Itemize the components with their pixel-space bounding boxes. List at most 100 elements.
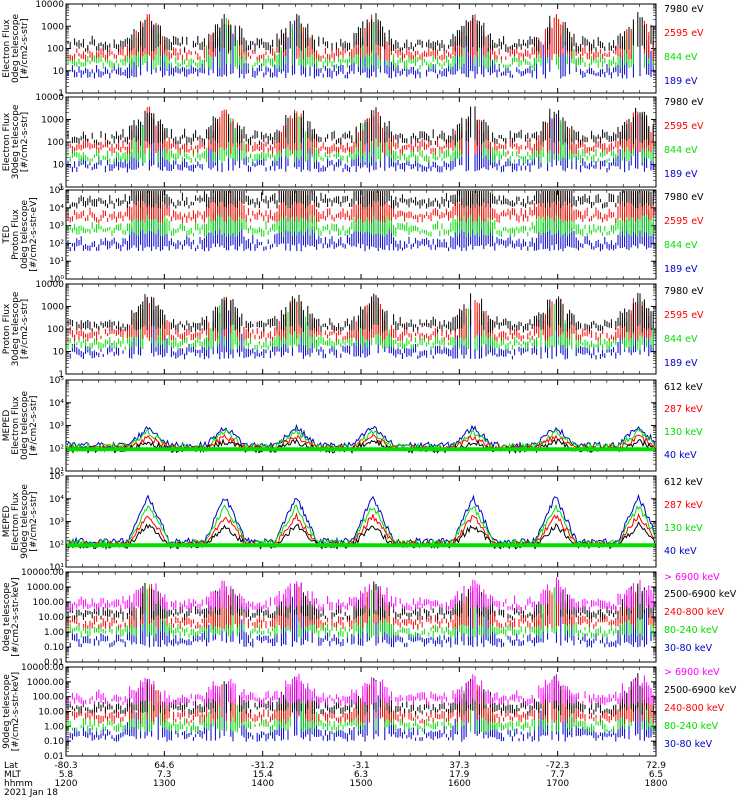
y-tick-label: 10²	[49, 540, 64, 550]
series-line	[67, 493, 655, 546]
y-tick-label: 10³	[49, 422, 64, 432]
legend-label: 40 keV	[664, 546, 697, 557]
y-tick-label: 1000	[41, 303, 64, 313]
series-line	[67, 504, 655, 548]
legend-label: 189 eV	[664, 76, 698, 87]
y-axis-label: 0deg telescope	[20, 200, 30, 270]
plot-frame	[65, 379, 657, 472]
series-line	[67, 521, 655, 551]
data-marks	[67, 191, 654, 252]
y-axis-label: 30deg telescope	[11, 104, 21, 179]
legend-label: 80-240 keV	[664, 625, 719, 636]
y-axis-label: [#/cm2-s-str]	[20, 299, 30, 359]
y-tick-label: 1.00	[44, 628, 64, 638]
legend-label: 7980 eV	[664, 286, 704, 297]
y-tick-label: 10000	[35, 280, 64, 290]
legend-label: 189 eV	[664, 169, 698, 180]
y-tick-label: 10⁴	[49, 204, 64, 214]
y-tick-label: 10⁵	[49, 472, 64, 482]
data-marks	[67, 292, 654, 360]
series-line	[67, 512, 655, 549]
legend-label: 844 eV	[664, 240, 698, 251]
chart-panel-7: 0.01 0.10 1.00 10.00 100.00 1000.00 10000.00 0d…	[2, 568, 737, 668]
legend-label: 7980 eV	[664, 192, 704, 203]
y-axis-label: 30deg telescope	[11, 291, 21, 366]
y-tick-label: 10⁰	[49, 275, 64, 285]
y-tick-label: 1	[58, 183, 64, 193]
chart-panel-1: 1 10 100 1000 10000 Electron Flux 0deg telesco…	[2, 0, 704, 99]
y-tick-label: 100	[47, 138, 64, 148]
y-tick-label: 10¹	[49, 467, 64, 477]
y-tick-label: 1000	[41, 116, 64, 126]
y-tick-label: 10000	[35, 93, 64, 103]
y-tick-label: 10	[53, 348, 65, 358]
chart-panel-2: 1 10 100 1000 10000 Electron Flux 30deg telesc…	[2, 93, 704, 193]
data-marks	[67, 12, 654, 79]
legend-label: 189 eV	[664, 358, 698, 369]
legend-label: 189 eV	[664, 264, 698, 275]
legend-label: 30-80 keV	[664, 643, 713, 654]
y-tick-label: 100.00	[33, 598, 65, 608]
chart-panel-6: 10¹ 10² 10³ 10⁴ 10⁵ MEPED Electron Flux 90deg t…	[2, 472, 703, 573]
y-axis-label: MEPED	[2, 506, 12, 538]
y-tick-label: 10²	[49, 444, 64, 454]
y-axis-label: Electron Flux	[2, 19, 12, 78]
y-tick-label: 10⁴	[49, 495, 64, 505]
y-axis-label: TED	[2, 225, 12, 244]
data-marks	[67, 493, 655, 551]
y-axis-label: 0deg telescope	[2, 582, 12, 652]
y-tick-label: 10³	[49, 518, 64, 528]
y-tick-label: 10	[53, 161, 65, 171]
y-tick-label: 10⁴	[49, 399, 64, 409]
legend-label: 844 eV	[664, 145, 698, 156]
y-axis-label: [#/cm2-s-str-keV]	[11, 577, 21, 656]
legend-label: 287 keV	[664, 500, 703, 511]
legend-label: 2595 eV	[664, 121, 704, 132]
y-axis-label: [#/cm2-s-str]	[20, 18, 30, 78]
legend-label: 2595 eV	[664, 28, 704, 39]
y-tick-label: 10¹	[49, 563, 64, 573]
y-axis-label: 0deg telescope	[11, 14, 21, 84]
legend-label: 844 eV	[664, 52, 698, 63]
chart-panel-5: 10¹ 10² 10³ 10⁴ 10⁵ MEPED Electron Flux 0deg te…	[2, 376, 703, 477]
y-tick-label: 10.00	[38, 613, 64, 623]
y-axis-label: 90deg telescope	[20, 484, 30, 559]
y-axis-label: Electron Flux	[2, 112, 12, 171]
y-tick-label: 10000.00	[21, 568, 64, 578]
chart-panel-3: 10⁰ 10¹ 10² 10³ 10⁴ 10⁵ TED Proton Flux 0deg tel…	[2, 186, 704, 285]
y-tick-label: 10¹	[49, 257, 64, 267]
legend-label: 2595 eV	[664, 310, 704, 321]
y-tick-label: 10²	[49, 239, 64, 249]
legend-label: 2595 eV	[664, 216, 704, 227]
y-tick-label: 10⁵	[49, 186, 64, 196]
y-axis-label: [#/cm2-s-str]	[20, 112, 30, 172]
legend-label: 7980 eV	[664, 4, 704, 15]
legend-label: 287 keV	[664, 404, 703, 415]
legend-label: 40 keV	[664, 450, 697, 461]
y-axis-label: [#/cm2-s-str-eV]	[29, 197, 39, 272]
y-tick-label: 1	[58, 370, 64, 380]
y-axis-label: Electron Flux	[11, 396, 21, 455]
data-marks	[67, 106, 654, 173]
y-tick-label: 10	[53, 67, 65, 77]
y-tick-label: 1000.00	[27, 583, 64, 593]
y-tick-label: 0.01	[44, 658, 64, 668]
y-tick-label: 1	[58, 89, 64, 99]
y-tick-label: 1000	[41, 22, 64, 32]
baseline-band	[67, 447, 655, 452]
data-marks	[67, 577, 654, 648]
y-tick-label: 100	[47, 325, 64, 335]
legend-label: 130 keV	[664, 427, 703, 438]
legend-label: > 6900 keV	[664, 572, 720, 583]
legend-label: 844 eV	[664, 334, 698, 345]
y-tick-label: 100	[47, 45, 64, 55]
legend-label: 7980 eV	[664, 97, 704, 108]
legend-label: 612 keV	[664, 382, 703, 393]
y-tick-label: 10⁵	[49, 376, 64, 386]
data-marks	[67, 423, 655, 455]
y-tick-label: 10000	[35, 0, 64, 10]
y-axis-label: MEPED	[2, 410, 12, 442]
legend-label: 240-800 keV	[664, 607, 725, 618]
y-tick-label: 0.10	[44, 643, 64, 653]
